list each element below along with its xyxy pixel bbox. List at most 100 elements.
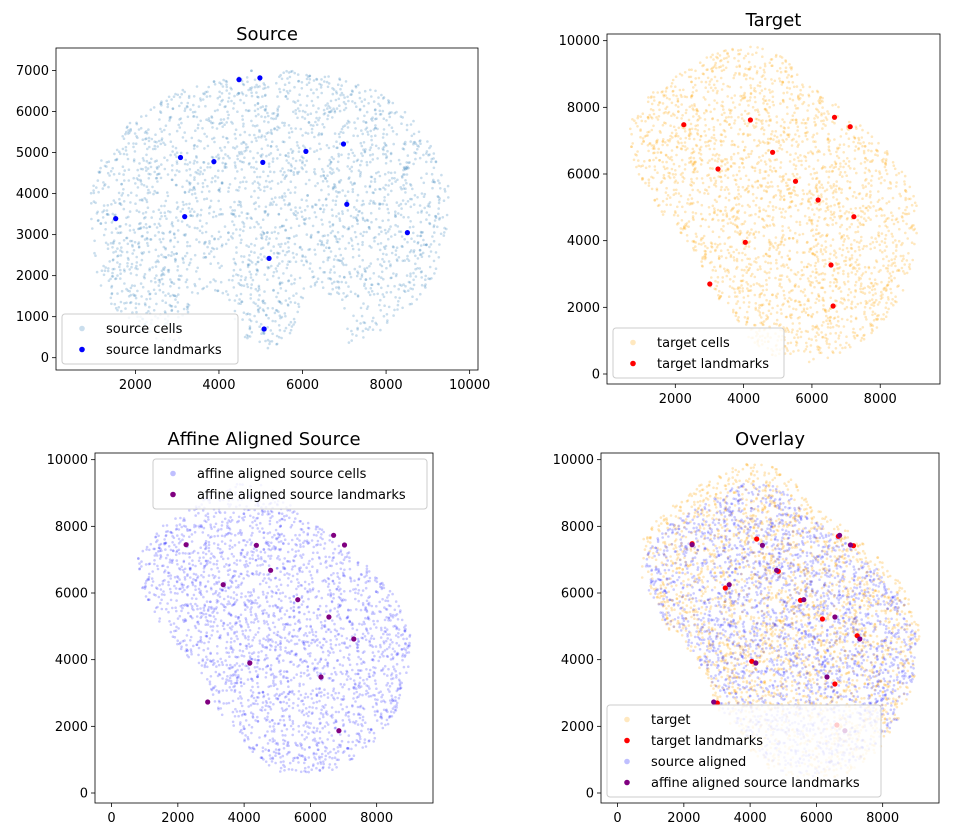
- cell-point: [171, 293, 175, 297]
- cell-point: [791, 237, 795, 240]
- cell-point: [428, 153, 431, 156]
- cell-point: [891, 214, 894, 218]
- cell-point: [397, 158, 401, 162]
- cell-point: [408, 226, 412, 229]
- cell-point: [860, 282, 863, 286]
- cell-point: [890, 232, 894, 236]
- cell-point: [737, 197, 740, 201]
- cell-point: [206, 144, 210, 148]
- cell-point: [246, 80, 249, 84]
- cell-point: [849, 167, 852, 170]
- cell-point: [878, 170, 881, 173]
- cell-point: [255, 220, 259, 224]
- cell-point: [178, 278, 181, 282]
- cell-point: [713, 147, 716, 151]
- cell-point: [428, 221, 431, 225]
- cell-point: [331, 116, 334, 119]
- cell-point: [859, 301, 863, 305]
- cell-point: [762, 132, 766, 136]
- cell-point: [876, 317, 879, 321]
- cell-point: [872, 304, 876, 307]
- cell-point: [155, 191, 158, 195]
- cell-point: [775, 322, 778, 326]
- cell-point: [192, 147, 196, 150]
- cell-point: [249, 297, 252, 300]
- cell-point: [289, 274, 293, 277]
- cell-point: [232, 268, 236, 272]
- cell-point: [684, 136, 688, 140]
- cell-point: [331, 186, 335, 189]
- cell-point: [869, 218, 872, 221]
- cell-point: [799, 202, 802, 206]
- cell-point: [383, 199, 386, 202]
- cell-point: [164, 199, 168, 203]
- cell-point: [387, 237, 390, 241]
- cell-point: [716, 281, 720, 284]
- cell-point: [158, 172, 161, 176]
- cell-point: [210, 116, 214, 119]
- cell-point: [883, 179, 886, 182]
- cell-point: [262, 170, 265, 173]
- cell-point: [445, 227, 448, 231]
- cell-point: [884, 162, 887, 165]
- cell-point: [139, 126, 143, 130]
- cell-point: [208, 190, 211, 193]
- cell-point: [312, 124, 315, 127]
- cell-point: [125, 216, 128, 220]
- cell-point: [184, 158, 187, 162]
- cell-point: [309, 112, 313, 115]
- cell-point: [339, 130, 343, 134]
- cell-point: [347, 341, 351, 344]
- cell-point: [760, 316, 763, 319]
- cell-point: [821, 166, 824, 170]
- cell-point: [849, 306, 853, 310]
- cell-point: [706, 174, 709, 177]
- cell-point: [737, 185, 740, 189]
- cell-point: [779, 70, 783, 74]
- cell-point: [367, 291, 371, 294]
- landmark-point: [113, 216, 119, 222]
- cell-point: [341, 225, 345, 228]
- cell-point: [407, 280, 411, 284]
- cell-point: [226, 100, 230, 103]
- cell-point: [715, 79, 719, 83]
- cell-point: [120, 182, 123, 186]
- cell-point: [219, 118, 223, 121]
- cell-point: [758, 306, 761, 310]
- cell-point: [249, 150, 252, 153]
- cell-point: [762, 323, 765, 327]
- cell-point: [737, 202, 741, 206]
- cell-point: [249, 276, 253, 279]
- cell-point: [379, 298, 382, 302]
- cell-point: [704, 253, 708, 256]
- cell-point: [257, 222, 260, 226]
- cell-point: [152, 192, 155, 196]
- cell-point: [303, 208, 307, 212]
- cell-point: [406, 257, 409, 261]
- cell-point: [710, 245, 713, 248]
- cell-point: [815, 189, 819, 192]
- cell-point: [223, 164, 227, 168]
- cell-point: [419, 230, 423, 234]
- cell-point: [840, 317, 844, 321]
- cell-point: [706, 90, 710, 93]
- cell-point: [301, 109, 305, 113]
- cell-point: [109, 296, 113, 300]
- cell-point: [241, 114, 244, 118]
- cell-point: [664, 94, 667, 97]
- cell-point: [147, 310, 150, 313]
- cell-point: [284, 228, 287, 232]
- cell-point: [193, 210, 196, 213]
- cell-point: [801, 251, 805, 254]
- cell-point: [704, 98, 707, 101]
- cell-cloud: [89, 69, 450, 350]
- cell-point: [281, 167, 284, 170]
- cell-point: [796, 125, 800, 129]
- cell-point: [296, 171, 299, 174]
- cell-point: [356, 295, 360, 298]
- cell-point: [370, 95, 373, 98]
- cell-point: [637, 159, 640, 162]
- cell-point: [791, 81, 795, 84]
- cell-point: [824, 262, 827, 266]
- cell-point: [658, 101, 661, 104]
